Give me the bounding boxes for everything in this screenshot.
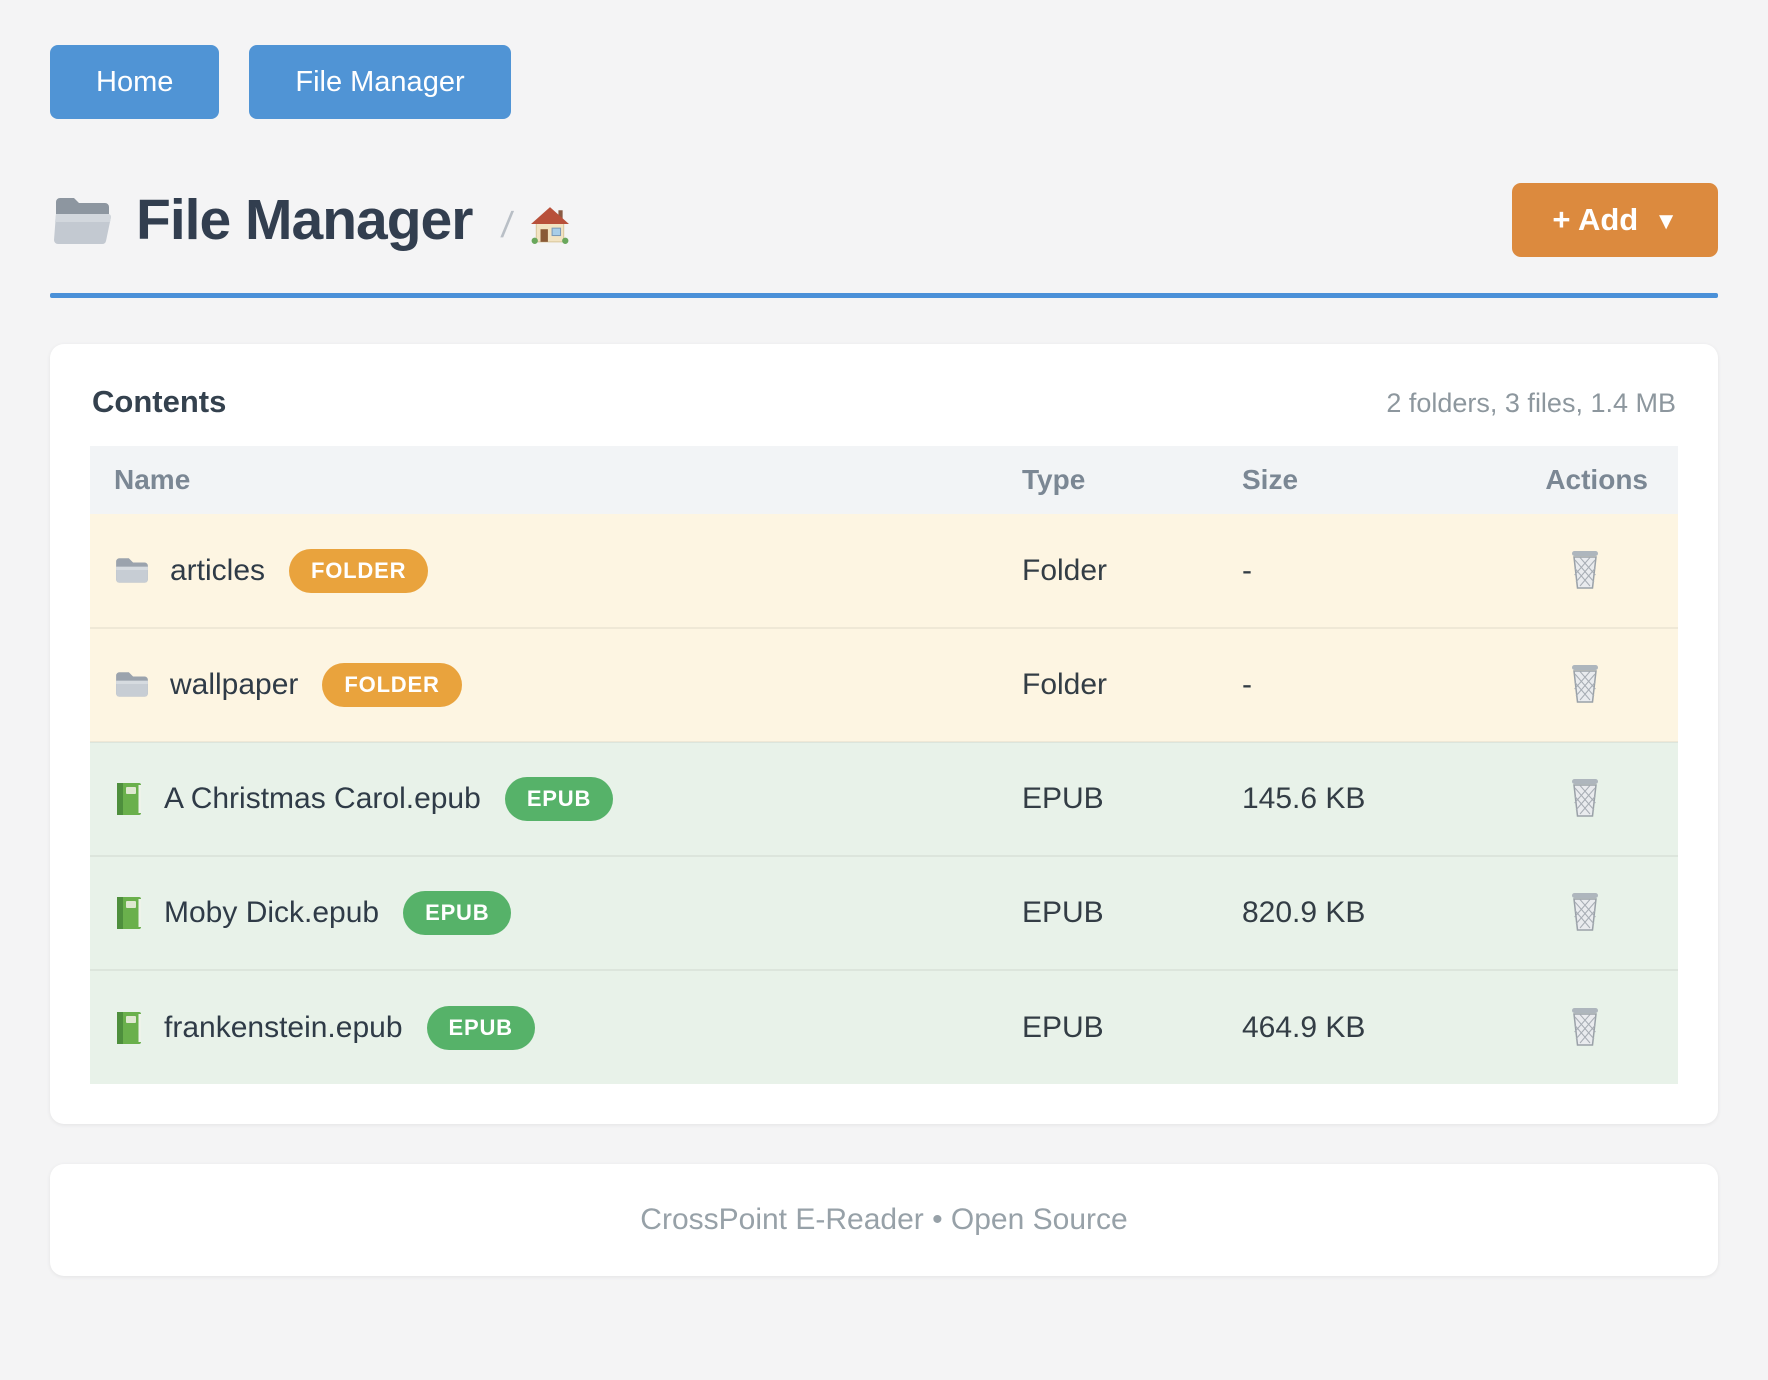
breadcrumb-separator: / bbox=[499, 204, 516, 245]
home-button[interactable]: Home bbox=[50, 45, 220, 119]
table-row[interactable]: wallpaper FOLDER Folder - bbox=[90, 627, 1678, 742]
contents-summary: 2 folders, 3 files, 1.4 MB bbox=[1386, 388, 1676, 418]
trash-button[interactable] bbox=[1564, 544, 1606, 594]
book-icon bbox=[114, 895, 144, 931]
column-header-name: Name bbox=[114, 464, 191, 495]
size-cell: 464.9 KB bbox=[1242, 969, 1492, 1084]
add-button-label: + Add bbox=[1552, 202, 1639, 237]
trash-button[interactable] bbox=[1564, 658, 1606, 708]
book-icon bbox=[114, 781, 144, 817]
table-header-row: Name Type Size Actions bbox=[90, 446, 1678, 514]
contents-card-header: Contents 2 folders, 3 files, 1.4 MB bbox=[90, 384, 1678, 446]
contents-card: Contents 2 folders, 3 files, 1.4 MB Name… bbox=[50, 344, 1718, 1124]
size-cell: 145.6 KB bbox=[1242, 741, 1492, 856]
file-name[interactable]: wallpaper bbox=[170, 668, 299, 701]
page-header: File Manager / + Add ▼ bbox=[50, 183, 1718, 257]
trash-icon bbox=[1572, 893, 1598, 931]
page-title: File Manager bbox=[136, 188, 473, 252]
type-cell: EPUB bbox=[1022, 855, 1242, 970]
file-name[interactable]: Moby Dick.epub bbox=[164, 896, 380, 929]
folder-icon bbox=[114, 556, 150, 586]
table-row[interactable]: Moby Dick.epub EPUB EPUB 820.9 KB bbox=[90, 855, 1678, 970]
trash-button[interactable] bbox=[1564, 1001, 1606, 1051]
type-cell: Folder bbox=[1022, 553, 1108, 587]
trash-button[interactable] bbox=[1564, 886, 1606, 936]
type-cell: Folder bbox=[1022, 627, 1242, 742]
table-row[interactable]: frankenstein.epub EPUB EPUB 464.9 KB bbox=[90, 969, 1678, 1084]
trash-button[interactable] bbox=[1564, 772, 1606, 822]
file-name[interactable]: articles bbox=[170, 553, 266, 587]
files-table: Name Type Size Actions articles bbox=[90, 446, 1678, 1084]
contents-title: Contents bbox=[92, 384, 227, 419]
title-wrap: File Manager / bbox=[50, 187, 570, 253]
type-badge: EPUB bbox=[504, 777, 614, 821]
size-cell: 820.9 KB bbox=[1242, 855, 1492, 970]
open-folder-icon bbox=[50, 192, 116, 248]
file-name[interactable]: frankenstein.epub bbox=[164, 1010, 403, 1044]
table-row[interactable]: A Christmas Carol.epub EPUB EPUB 145.6 K… bbox=[90, 741, 1678, 856]
type-cell: EPUB bbox=[1022, 969, 1242, 1084]
size-cell: - bbox=[1242, 627, 1492, 742]
type-badge: FOLDER bbox=[289, 548, 429, 593]
column-header-size: Size bbox=[1242, 464, 1299, 495]
trash-icon bbox=[1572, 779, 1598, 817]
file-manager-button[interactable]: File Manager bbox=[249, 45, 511, 119]
type-cell: EPUB bbox=[1022, 741, 1242, 856]
size-cell: - bbox=[1242, 553, 1252, 587]
type-badge: EPUB bbox=[403, 891, 512, 935]
table-row[interactable]: articles FOLDER Folder - bbox=[90, 514, 1678, 628]
footer-text: CrossPoint E-Reader • Open Source bbox=[640, 1203, 1128, 1236]
top-nav: Home File Manager bbox=[50, 45, 1718, 119]
type-badge: FOLDER bbox=[322, 663, 462, 707]
house-icon[interactable] bbox=[530, 206, 570, 244]
table-body: articles FOLDER Folder - bbox=[90, 514, 1678, 1084]
trash-icon bbox=[1572, 665, 1598, 703]
footer: CrossPoint E-Reader • Open Source bbox=[50, 1164, 1718, 1276]
caret-down-icon: ▼ bbox=[1654, 207, 1678, 235]
column-header-type: Type bbox=[1022, 464, 1086, 495]
folder-icon bbox=[114, 670, 150, 700]
trash-icon bbox=[1572, 1007, 1598, 1046]
trash-icon bbox=[1572, 550, 1598, 589]
add-button[interactable]: + Add ▼ bbox=[1512, 183, 1718, 257]
column-header-actions: Actions bbox=[1545, 464, 1648, 495]
header-divider bbox=[50, 293, 1718, 298]
file-name[interactable]: A Christmas Carol.epub bbox=[164, 782, 481, 815]
type-badge: EPUB bbox=[426, 1005, 535, 1050]
book-icon bbox=[114, 1010, 144, 1046]
